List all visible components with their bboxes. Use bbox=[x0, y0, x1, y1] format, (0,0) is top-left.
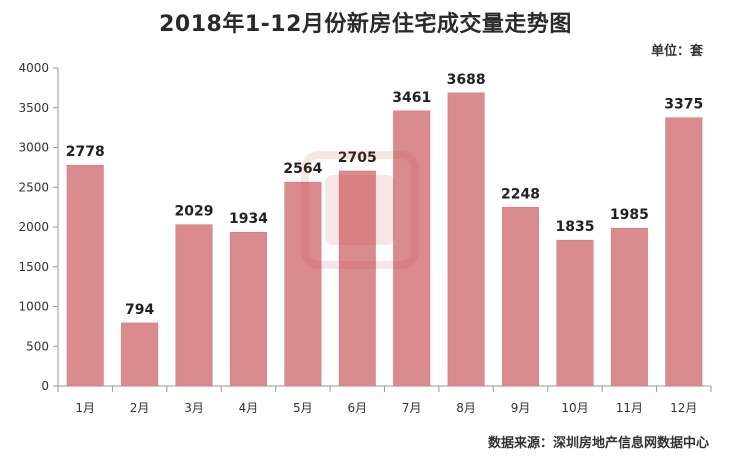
data-label: 1835 bbox=[555, 219, 594, 235]
y-tick-label: 1500 bbox=[18, 260, 49, 274]
x-axis: 1月 2月 3月 4月 5月 6月 7月 8月 9月 10月 11月 12月 bbox=[57, 385, 712, 415]
x-tick-label: 9月 bbox=[511, 401, 531, 415]
data-label: 3375 bbox=[664, 97, 703, 113]
data-label: 3461 bbox=[392, 90, 431, 106]
bar bbox=[229, 231, 267, 387]
data-label: 1934 bbox=[229, 211, 268, 227]
y-tick-label: 3000 bbox=[18, 141, 49, 155]
data-labels: 2778 794 2029 1934 2564 2705 3461 3688 2248 1835 1… bbox=[66, 72, 704, 318]
y-tick-label: 2000 bbox=[18, 220, 49, 234]
data-label: 2248 bbox=[501, 186, 540, 202]
y-tick-label: 2500 bbox=[18, 180, 49, 194]
y-tick-label: 500 bbox=[26, 339, 49, 353]
bar bbox=[502, 207, 540, 387]
data-label: 1985 bbox=[610, 207, 649, 223]
bar bbox=[338, 170, 376, 387]
y-tick-label: 3500 bbox=[18, 101, 49, 115]
x-tick-label: 10月 bbox=[561, 401, 588, 415]
data-label: 794 bbox=[125, 302, 154, 318]
bar bbox=[610, 227, 648, 387]
bar bbox=[66, 164, 104, 387]
bar bbox=[284, 181, 322, 387]
x-tick-label: 7月 bbox=[402, 401, 422, 415]
data-label: 3688 bbox=[447, 72, 486, 88]
bar bbox=[393, 110, 431, 387]
chart-title: 2018年1-12月份新房住宅成交量走势图 bbox=[159, 12, 572, 37]
x-tick-label: 12月 bbox=[670, 401, 697, 415]
x-tick-label: 5月 bbox=[293, 401, 313, 415]
bar bbox=[175, 224, 213, 387]
data-label: 2705 bbox=[338, 150, 377, 166]
x-tick-label: 1月 bbox=[75, 401, 95, 415]
y-tick-label: 1000 bbox=[18, 300, 49, 314]
y-tick-label: 4000 bbox=[18, 61, 49, 75]
unit-label: 单位：套 bbox=[650, 44, 703, 59]
bar bbox=[556, 239, 594, 387]
y-tick-label: 0 bbox=[41, 379, 49, 393]
bar bbox=[447, 92, 485, 387]
x-tick-label: 3月 bbox=[184, 401, 204, 415]
y-axis: 0 500 1000 1500 2000 2500 3000 3500 4000 bbox=[18, 61, 59, 393]
x-tick-label: 2月 bbox=[130, 401, 150, 415]
data-label: 2029 bbox=[175, 204, 214, 220]
x-tick-label: 4月 bbox=[239, 401, 259, 415]
x-tick-label: 8月 bbox=[456, 401, 476, 415]
watermark-logo-icon bbox=[301, 151, 419, 269]
bars bbox=[66, 92, 703, 387]
bar bbox=[665, 117, 703, 387]
data-label: 2778 bbox=[66, 144, 105, 160]
data-label: 2564 bbox=[283, 161, 322, 177]
source-note: 数据来源：深圳房地产信息网数据中心 bbox=[487, 436, 709, 451]
x-tick-label: 11月 bbox=[616, 401, 643, 415]
x-tick-label: 6月 bbox=[347, 401, 367, 415]
bar bbox=[121, 322, 159, 387]
